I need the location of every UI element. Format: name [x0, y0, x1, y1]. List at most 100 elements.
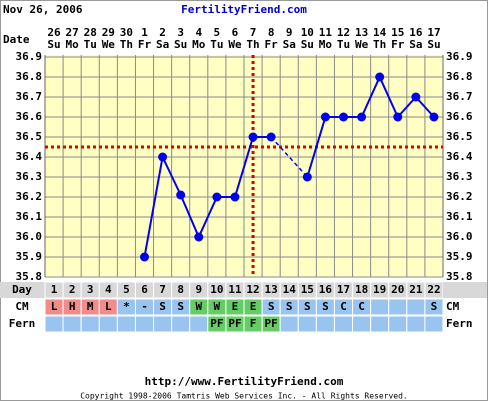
date-number: 28	[84, 26, 97, 39]
y-tick-label: 36.3	[16, 170, 43, 183]
cm-value: C	[340, 300, 347, 313]
cm-value: H	[69, 300, 76, 313]
date-number: 9	[286, 26, 293, 39]
y-tick-label-right: 36.2	[446, 190, 473, 203]
y-tick-label: 36.8	[16, 70, 43, 83]
date-number: 3	[177, 26, 184, 39]
temperature-point	[212, 192, 222, 202]
cm-value: S	[431, 300, 438, 313]
weekday: Th	[246, 38, 259, 51]
day-number: 13	[265, 283, 278, 296]
weekday: Tu	[84, 38, 97, 51]
day-number: 7	[159, 283, 166, 296]
y-tick-label: 36.2	[16, 190, 43, 203]
y-tick-label-right: 35.8	[446, 270, 473, 283]
fern-cell	[44, 315, 64, 333]
fern-cell	[388, 315, 408, 333]
day-number: 11	[228, 283, 242, 296]
fern-cell	[171, 315, 191, 333]
y-tick-label-right: 36.9	[446, 50, 473, 63]
date-number: 7	[250, 26, 257, 39]
date-number: 5	[214, 26, 221, 39]
fern-cell	[352, 315, 372, 333]
cm-cell	[388, 298, 408, 316]
day-number: 9	[195, 283, 202, 296]
y-tick-label: 36.4	[16, 150, 43, 163]
date: Nov 26, 2006	[3, 3, 83, 16]
fern-cell	[315, 315, 335, 333]
date-number: 10	[301, 26, 314, 39]
temperature-point	[140, 252, 149, 262]
cm-value: S	[159, 300, 166, 313]
temperature-point	[176, 190, 186, 200]
weekday: Su	[427, 38, 440, 51]
date-number: 8	[268, 26, 275, 39]
weekday: Sa	[283, 38, 296, 51]
day-number: 12	[246, 283, 259, 296]
day-label: Day	[12, 283, 32, 296]
date-number: 30	[120, 26, 133, 39]
date-number: 27	[66, 26, 79, 39]
day-number: 3	[87, 283, 94, 296]
weekday: Th	[373, 38, 386, 51]
weekday: We	[355, 38, 369, 51]
cm-value: *	[123, 300, 130, 313]
y-tick-label: 36.0	[16, 230, 43, 243]
date-number: 26	[47, 26, 61, 39]
cm-value: W	[214, 300, 221, 313]
weekday: Su	[301, 38, 314, 51]
fern-value: PF	[210, 317, 223, 330]
cm-value: W	[195, 300, 202, 313]
y-tick-label-right: 36.7	[446, 90, 473, 103]
weekday: Fr	[138, 38, 152, 51]
y-tick-label-right: 36.1	[446, 210, 473, 223]
y-tick-label-right: 36.8	[446, 70, 473, 83]
weekday: Sa	[409, 38, 422, 51]
day-number: 18	[355, 283, 368, 296]
weekday: Mo	[319, 38, 333, 51]
weekday: Su	[174, 38, 187, 51]
weekday: Fr	[391, 38, 405, 51]
cm-value: S	[268, 300, 275, 313]
footer-url: http://www.FertilityFriend.com	[145, 375, 344, 388]
day-number: 8	[177, 283, 184, 296]
day-number: 2	[69, 283, 76, 296]
site-title: FertilityFriend.com	[181, 3, 307, 16]
date-number: 2	[159, 26, 166, 39]
fern-cell	[80, 315, 100, 333]
fern-cell	[98, 315, 118, 333]
temperature-point	[357, 112, 367, 122]
date-number: 13	[355, 26, 368, 39]
cm-value: -	[141, 300, 148, 313]
cm-value: S	[177, 300, 184, 313]
y-tick-label: 36.1	[16, 210, 43, 223]
day-number: 21	[409, 283, 423, 296]
temperature-point	[266, 132, 276, 142]
cm-label-right: CM	[446, 300, 460, 313]
temperature-point	[411, 92, 421, 102]
y-tick-label-right: 36.5	[446, 130, 473, 143]
y-tick-label: 35.9	[16, 250, 43, 263]
weekday: We	[228, 38, 242, 51]
fern-label-right: Fern	[446, 317, 473, 330]
date-number: 14	[373, 26, 387, 39]
day-number: 4	[105, 283, 112, 296]
cm-value: S	[286, 300, 293, 313]
day-label-cell	[0, 282, 45, 298]
day-number: 5	[123, 283, 130, 296]
day-number: 20	[391, 283, 404, 296]
cm-value: L	[105, 300, 112, 313]
fern-value: F	[250, 317, 257, 330]
temperature-point	[158, 152, 168, 162]
fern-cell	[297, 315, 317, 333]
weekday: Tu	[210, 38, 223, 51]
y-tick-label: 36.6	[16, 110, 43, 123]
y-tick-label-right: 35.9	[446, 250, 473, 263]
temperature-point	[248, 132, 258, 142]
date-number: 12	[337, 26, 350, 39]
cm-value: E	[232, 300, 239, 313]
weekday: Mo	[192, 38, 206, 51]
date-number: 4	[195, 26, 202, 39]
y-tick-label-right: 36.4	[446, 150, 473, 163]
date-number: 29	[102, 26, 115, 39]
